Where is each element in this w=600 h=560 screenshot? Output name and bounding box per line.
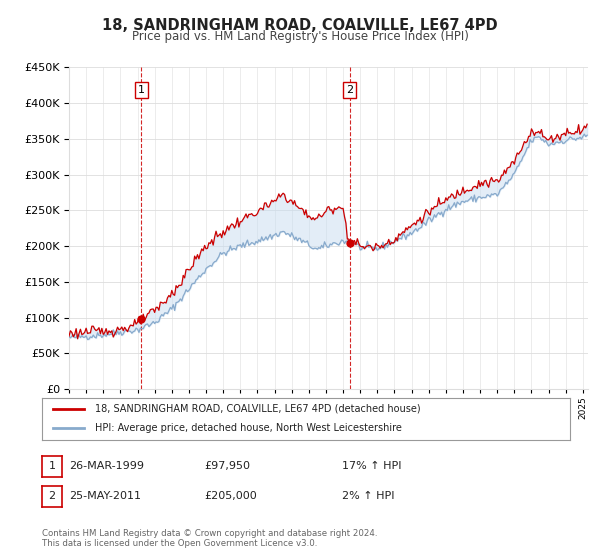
Text: Contains HM Land Registry data © Crown copyright and database right 2024.: Contains HM Land Registry data © Crown c… (42, 529, 377, 538)
Text: 2: 2 (49, 491, 55, 501)
Text: 2% ↑ HPI: 2% ↑ HPI (342, 491, 395, 501)
Text: 18, SANDRINGHAM ROAD, COALVILLE, LE67 4PD: 18, SANDRINGHAM ROAD, COALVILLE, LE67 4P… (102, 18, 498, 34)
Text: 18, SANDRINGHAM ROAD, COALVILLE, LE67 4PD (detached house): 18, SANDRINGHAM ROAD, COALVILLE, LE67 4P… (95, 404, 421, 414)
Text: 1: 1 (49, 461, 55, 472)
Text: 26-MAR-1999: 26-MAR-1999 (69, 461, 144, 472)
Text: 17% ↑ HPI: 17% ↑ HPI (342, 461, 401, 472)
Text: 25-MAY-2011: 25-MAY-2011 (69, 491, 141, 501)
Text: This data is licensed under the Open Government Licence v3.0.: This data is licensed under the Open Gov… (42, 539, 317, 548)
Text: HPI: Average price, detached house, North West Leicestershire: HPI: Average price, detached house, Nort… (95, 423, 401, 433)
Text: 1: 1 (138, 85, 145, 95)
Text: £205,000: £205,000 (204, 491, 257, 501)
Text: Price paid vs. HM Land Registry's House Price Index (HPI): Price paid vs. HM Land Registry's House … (131, 30, 469, 43)
Text: £97,950: £97,950 (204, 461, 250, 472)
Text: 2: 2 (346, 85, 353, 95)
